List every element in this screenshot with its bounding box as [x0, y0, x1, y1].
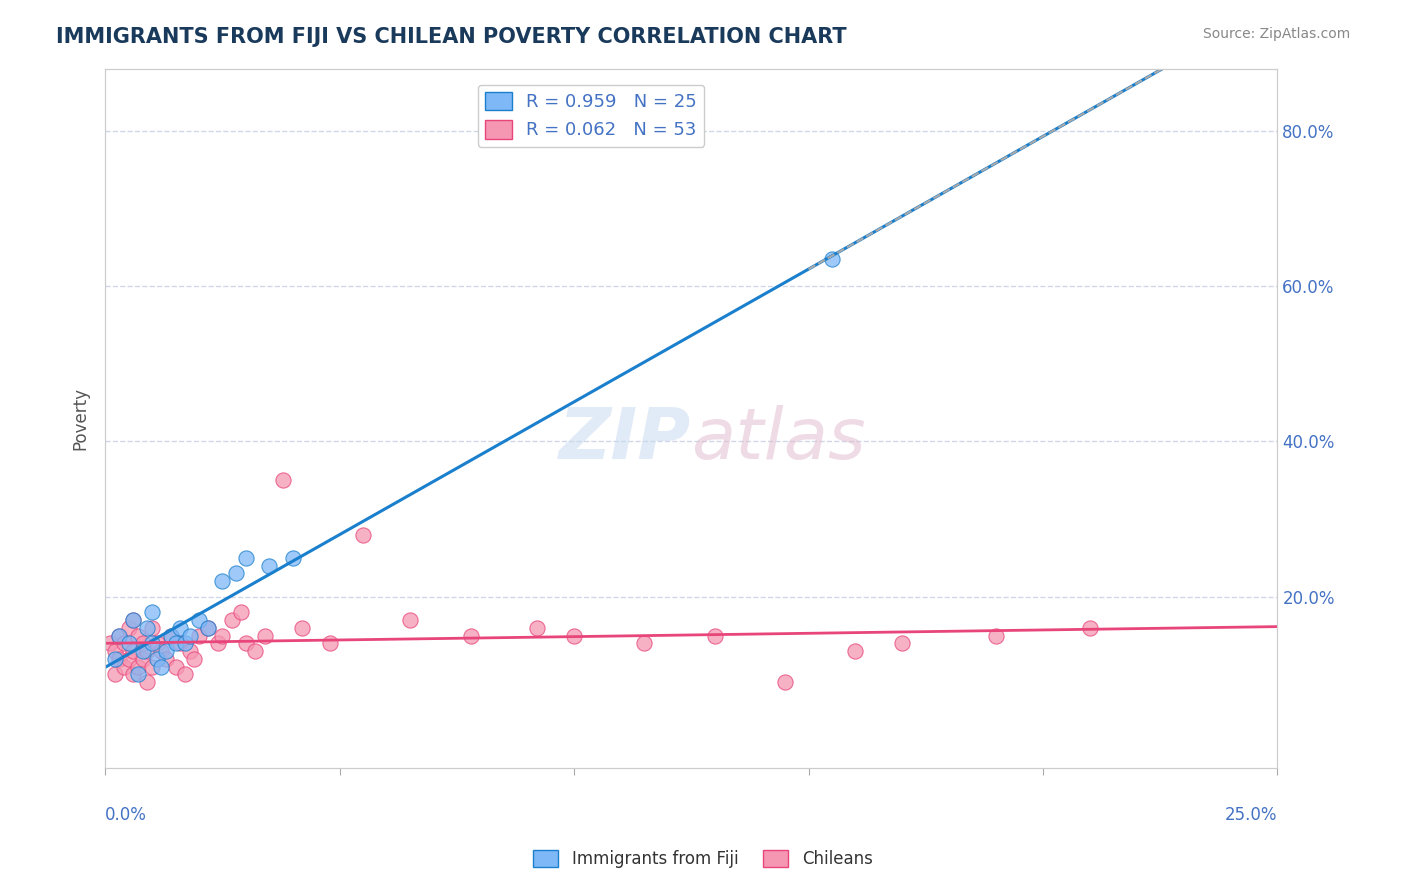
Text: atlas: atlas: [692, 405, 866, 474]
Point: [108, 652, 131, 666]
Point: [319, 636, 342, 650]
Point: [141, 605, 163, 619]
Point: [235, 551, 257, 566]
Text: Source: ZipAtlas.com: Source: ZipAtlas.com: [1202, 27, 1350, 41]
Point: [844, 644, 866, 658]
Point: [132, 652, 155, 666]
Point: [211, 629, 233, 643]
Point: [136, 675, 159, 690]
Point: [460, 629, 482, 643]
Point: [188, 613, 211, 627]
Point: [183, 652, 205, 666]
Point: [160, 629, 183, 643]
Point: [773, 675, 796, 690]
Point: [891, 636, 914, 650]
Point: [132, 644, 155, 658]
Text: 25.0%: 25.0%: [1225, 806, 1278, 824]
Text: ZIP: ZIP: [560, 405, 692, 474]
Point: [352, 527, 374, 541]
Point: [136, 621, 159, 635]
Point: [197, 621, 219, 635]
Point: [984, 629, 1007, 643]
Point: [112, 636, 135, 650]
Point: [132, 636, 155, 650]
Text: IMMIGRANTS FROM FIJI VS CHILEAN POVERTY CORRELATION CHART: IMMIGRANTS FROM FIJI VS CHILEAN POVERTY …: [56, 27, 846, 46]
Point: [253, 629, 276, 643]
Point: [235, 636, 257, 650]
Point: [104, 652, 127, 666]
Point: [211, 574, 233, 589]
Point: [146, 652, 169, 666]
Point: [169, 621, 191, 635]
Point: [197, 621, 219, 635]
Point: [118, 636, 141, 650]
Point: [141, 621, 163, 635]
Legend: R = 0.959   N = 25, R = 0.062   N = 53: R = 0.959 N = 25, R = 0.062 N = 53: [478, 85, 704, 146]
Point: [122, 613, 145, 627]
Point: [526, 621, 548, 635]
Point: [165, 659, 187, 673]
Y-axis label: Poverty: Poverty: [72, 386, 89, 450]
Point: [207, 636, 229, 650]
Point: [179, 629, 201, 643]
Point: [108, 629, 131, 643]
Point: [104, 667, 127, 681]
Point: [122, 644, 145, 658]
Point: [104, 644, 127, 658]
Point: [160, 629, 183, 643]
Point: [221, 613, 243, 627]
Point: [169, 636, 191, 650]
Point: [174, 667, 197, 681]
Point: [225, 566, 247, 581]
Point: [98, 636, 121, 650]
Point: [155, 652, 177, 666]
Point: [259, 558, 281, 573]
Point: [155, 644, 177, 658]
Point: [141, 636, 163, 650]
Point: [188, 629, 211, 643]
Point: [231, 605, 253, 619]
Point: [821, 252, 844, 266]
Legend: Immigrants from Fiji, Chileans: Immigrants from Fiji, Chileans: [527, 843, 879, 875]
Point: [273, 473, 295, 487]
Point: [122, 667, 145, 681]
Point: [136, 644, 159, 658]
Point: [150, 644, 173, 658]
Point: [146, 636, 169, 650]
Point: [633, 636, 655, 650]
Point: [118, 652, 141, 666]
Point: [399, 613, 422, 627]
Point: [1078, 621, 1101, 635]
Point: [174, 636, 197, 650]
Point: [112, 659, 135, 673]
Point: [281, 551, 304, 566]
Point: [291, 621, 314, 635]
Point: [108, 629, 131, 643]
Point: [165, 636, 187, 650]
Point: [562, 629, 585, 643]
Point: [703, 629, 725, 643]
Point: [141, 659, 163, 673]
Point: [122, 613, 145, 627]
Point: [245, 644, 267, 658]
Point: [127, 667, 149, 681]
Point: [127, 659, 149, 673]
Point: [179, 644, 201, 658]
Text: 0.0%: 0.0%: [105, 806, 148, 824]
Point: [150, 659, 173, 673]
Point: [127, 629, 149, 643]
Point: [118, 621, 141, 635]
